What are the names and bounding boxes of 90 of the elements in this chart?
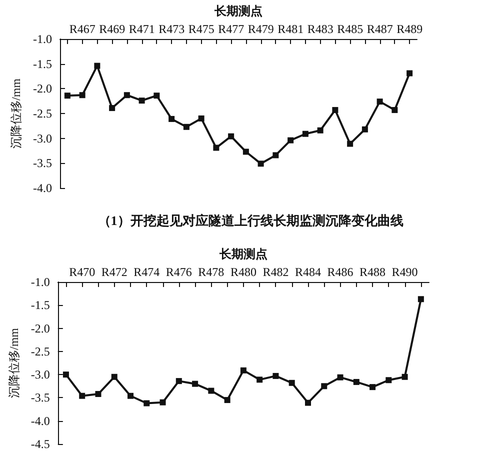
point bbox=[256, 376, 263, 383]
y-tick-label: -3.5 bbox=[33, 156, 52, 170]
y-tick-label: -2.0 bbox=[33, 82, 52, 96]
point bbox=[213, 144, 220, 151]
x-tick-label: R472 bbox=[101, 265, 128, 279]
x-axis-title: 长期测点 bbox=[218, 247, 268, 261]
y-tick-label: -3.0 bbox=[30, 368, 50, 382]
point bbox=[79, 92, 86, 98]
x-tick-label: R484 bbox=[294, 265, 321, 279]
point bbox=[138, 98, 145, 104]
point bbox=[353, 378, 360, 385]
point bbox=[128, 392, 134, 399]
x-tick-label: R488 bbox=[360, 265, 386, 279]
point bbox=[347, 140, 354, 147]
x-tick-label: R474 bbox=[134, 265, 160, 279]
x-tick-label: R480 bbox=[230, 265, 256, 279]
x-tick-label: R477 bbox=[218, 22, 244, 36]
point bbox=[288, 380, 295, 386]
point bbox=[94, 62, 100, 69]
point bbox=[370, 384, 376, 390]
x-axis-title: 长期测点 bbox=[214, 4, 262, 18]
x-tick-label: R479 bbox=[248, 22, 274, 36]
point bbox=[392, 107, 398, 114]
point bbox=[79, 392, 86, 399]
x-tick-label: R471 bbox=[128, 22, 155, 36]
point bbox=[109, 105, 116, 112]
x-tick-label: R485 bbox=[337, 22, 364, 36]
point bbox=[198, 115, 204, 122]
x-tick-label: R490 bbox=[392, 265, 418, 279]
y-tick-label: -3.0 bbox=[33, 131, 52, 146]
point bbox=[176, 378, 182, 384]
y-tick-label: -1.0 bbox=[30, 275, 50, 289]
x-tick-label: R482 bbox=[262, 265, 289, 279]
x-tick-label: R469 bbox=[99, 22, 126, 36]
x-tick-label: R489 bbox=[396, 22, 423, 36]
point bbox=[376, 98, 383, 105]
x-tick-label: R486 bbox=[327, 265, 354, 279]
y-tick-label: -1.0 bbox=[33, 32, 52, 46]
point bbox=[304, 400, 311, 406]
y-axis-title: 沉降位移/mm bbox=[9, 78, 24, 149]
point bbox=[64, 92, 70, 99]
point bbox=[224, 397, 230, 404]
x-tick-label: R473 bbox=[158, 22, 185, 36]
point bbox=[124, 92, 130, 98]
x-tick-label: R470 bbox=[69, 265, 96, 279]
point bbox=[332, 107, 338, 114]
text: （1）开挖起见对应隧道上行线长期监测沉降变化曲线 bbox=[98, 213, 404, 228]
point bbox=[62, 372, 69, 378]
point bbox=[95, 391, 102, 398]
y-tick-label: -1.5 bbox=[30, 298, 50, 312]
y-tick-label: -1.5 bbox=[33, 56, 52, 71]
y-tick-label: -4.5 bbox=[30, 437, 50, 451]
point bbox=[160, 399, 166, 406]
point bbox=[288, 137, 294, 144]
point bbox=[242, 148, 249, 155]
y-tick-label: -3.5 bbox=[30, 390, 50, 405]
x-tick-label: R476 bbox=[166, 265, 192, 279]
point bbox=[272, 372, 279, 379]
point bbox=[168, 116, 175, 122]
point bbox=[258, 160, 264, 167]
y-tick-label: -4.0 bbox=[30, 414, 50, 428]
point bbox=[362, 126, 368, 132]
point bbox=[228, 133, 234, 140]
point bbox=[208, 388, 214, 394]
point bbox=[418, 296, 424, 302]
point bbox=[402, 374, 408, 380]
point bbox=[272, 152, 279, 158]
y-tick-label: -2.5 bbox=[30, 344, 50, 358]
y-tick-label: -2.5 bbox=[33, 106, 52, 120]
point bbox=[406, 70, 413, 76]
x-tick-label: R487 bbox=[366, 22, 393, 36]
point bbox=[144, 400, 150, 406]
x-tick-label: R467 bbox=[69, 22, 96, 36]
point bbox=[183, 124, 190, 130]
point bbox=[111, 374, 118, 380]
point bbox=[192, 380, 198, 387]
x-tick-label: R483 bbox=[307, 22, 334, 36]
point bbox=[337, 374, 344, 380]
y-tick-label: -4.0 bbox=[33, 181, 52, 195]
point bbox=[240, 367, 246, 374]
y-axis-title: 沉降位移/mm bbox=[7, 327, 21, 398]
x-tick-label: R478 bbox=[198, 265, 224, 279]
point bbox=[154, 92, 160, 99]
point bbox=[321, 383, 328, 390]
point bbox=[386, 377, 392, 384]
y-tick-label: -2.0 bbox=[30, 321, 50, 336]
x-tick-label: R475 bbox=[188, 22, 214, 36]
x-tick-label: R481 bbox=[278, 22, 304, 36]
point bbox=[302, 130, 308, 137]
point bbox=[317, 127, 324, 134]
